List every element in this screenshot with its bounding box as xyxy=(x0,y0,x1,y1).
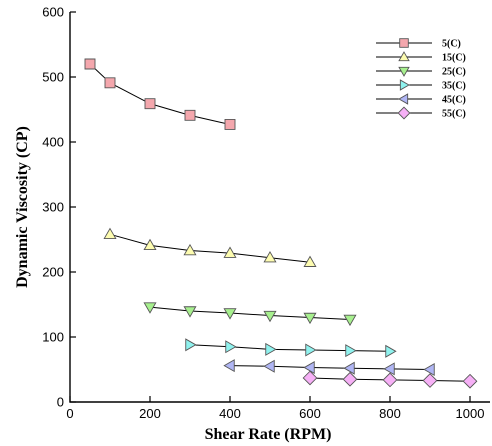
legend-marker xyxy=(399,79,410,91)
data-point-45(C) xyxy=(263,359,275,373)
y-tick-label: 0 xyxy=(57,395,64,410)
data-point-45(C) xyxy=(223,359,235,373)
legend-label: 55(C) xyxy=(442,109,466,120)
data-point-15(C) xyxy=(223,246,237,258)
y-tick-label: 100 xyxy=(42,330,64,345)
x-tick-label: 400 xyxy=(219,406,241,421)
series-line-15(C) xyxy=(109,233,311,263)
data-point-5(C) xyxy=(144,98,156,110)
y-tick-label: 300 xyxy=(42,200,64,215)
legend-marker xyxy=(398,93,409,105)
data-point-55(C) xyxy=(302,370,318,386)
data-point-45(C) xyxy=(303,361,315,375)
data-point-25(C) xyxy=(343,314,357,327)
x-axis-title: Shear Rate (RPM) xyxy=(205,426,332,443)
data-point-25(C) xyxy=(143,302,157,314)
y-tick-label: 500 xyxy=(42,70,64,85)
legend-label: 15(C) xyxy=(442,53,466,64)
data-point-15(C) xyxy=(263,251,277,263)
ticks: 0 200 400 600 800 1000 0 100 200 300 400 500 600 xyxy=(42,5,484,422)
data-point-25(C) xyxy=(183,306,197,318)
series-markers xyxy=(84,58,478,389)
data-point-25(C) xyxy=(223,308,237,320)
series-line-45(C) xyxy=(229,365,431,370)
legend-label: 25(C) xyxy=(442,67,466,78)
x-tick-label: 800 xyxy=(379,406,401,421)
data-point-5(C) xyxy=(104,77,116,89)
legend-marker xyxy=(397,106,411,120)
data-point-35(C) xyxy=(385,344,397,358)
data-point-35(C) xyxy=(345,344,357,358)
data-point-35(C) xyxy=(265,342,277,356)
data-point-5(C) xyxy=(84,58,96,70)
y-tick-label: 400 xyxy=(42,135,64,150)
data-point-15(C) xyxy=(183,243,197,256)
data-point-35(C) xyxy=(185,338,197,352)
data-point-25(C) xyxy=(303,312,317,325)
legend-marker xyxy=(398,66,410,77)
legend-label: 45(C) xyxy=(442,95,466,106)
x-tick-label: 600 xyxy=(299,406,321,421)
data-point-55(C) xyxy=(342,371,358,387)
data-point-55(C) xyxy=(382,372,398,388)
data-point-45(C) xyxy=(383,362,395,376)
series-line-5(C) xyxy=(89,63,231,125)
data-point-55(C) xyxy=(422,373,438,388)
data-point-15(C) xyxy=(303,255,317,267)
legend: 5(C) 15(C) 25(C) 35(C) 45(C) 55(C) xyxy=(376,38,466,120)
series-line-25(C) xyxy=(149,306,351,320)
series-lines xyxy=(89,63,471,382)
legend-label: 35(C) xyxy=(442,81,466,92)
x-tick-label: 0 xyxy=(66,406,73,421)
y-tick-label: 600 xyxy=(42,5,64,20)
y-tick-label: 200 xyxy=(42,265,64,280)
x-tick-label: 200 xyxy=(139,406,161,421)
data-point-35(C) xyxy=(305,343,317,357)
data-point-45(C) xyxy=(343,361,355,375)
x-tick-label: 1000 xyxy=(456,406,485,421)
series-line-35(C) xyxy=(189,344,391,352)
data-point-15(C) xyxy=(143,238,157,251)
data-point-5(C) xyxy=(184,109,196,121)
legend-marker xyxy=(398,51,410,62)
y-axis-title: Dynamic Viscosity (CP) xyxy=(14,126,31,288)
data-point-25(C) xyxy=(263,310,277,323)
data-point-5(C) xyxy=(224,119,236,130)
data-point-55(C) xyxy=(462,373,478,389)
data-point-45(C) xyxy=(423,362,435,377)
data-point-35(C) xyxy=(225,340,237,354)
data-point-15(C) xyxy=(103,227,117,239)
legend-label: 5(C) xyxy=(442,39,461,50)
legend-marker xyxy=(399,38,409,48)
